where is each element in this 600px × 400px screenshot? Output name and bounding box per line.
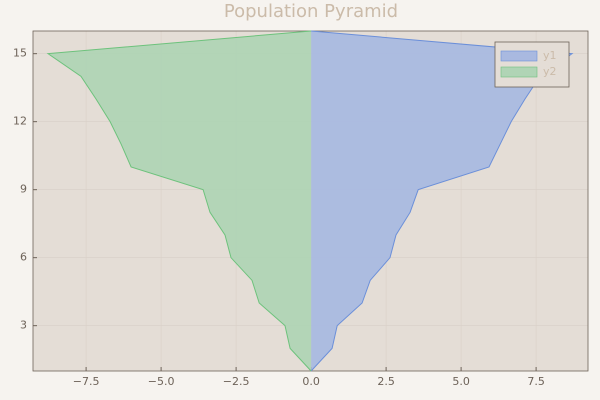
y-tick-label: 12	[13, 115, 27, 128]
y-tick-label: 3	[20, 319, 27, 332]
area	[311, 31, 573, 371]
chart-title: Population Pyramid	[224, 1, 398, 22]
x-tick-label: −7.5	[73, 375, 100, 388]
x-tick-label: 7.5	[527, 375, 545, 388]
x-tick-label: 5.0	[452, 375, 470, 388]
area	[48, 31, 312, 371]
line	[310, 30, 574, 372]
y-tick-label: 6	[20, 251, 27, 264]
y-tick-label: 9	[20, 183, 27, 196]
legend-swatch	[500, 66, 538, 78]
x-tick-label: 0.0	[302, 375, 320, 388]
x-tick-label: −2.5	[223, 375, 250, 388]
legend-label: y1	[543, 49, 557, 62]
legend-swatch	[500, 50, 538, 62]
legend-label: y2	[543, 65, 557, 78]
legend-box	[494, 41, 570, 88]
line	[46, 30, 312, 372]
y-tick-label: 15	[13, 47, 27, 60]
x-tick-label: −5.0	[148, 375, 175, 388]
x-tick-label: 2.5	[377, 375, 395, 388]
